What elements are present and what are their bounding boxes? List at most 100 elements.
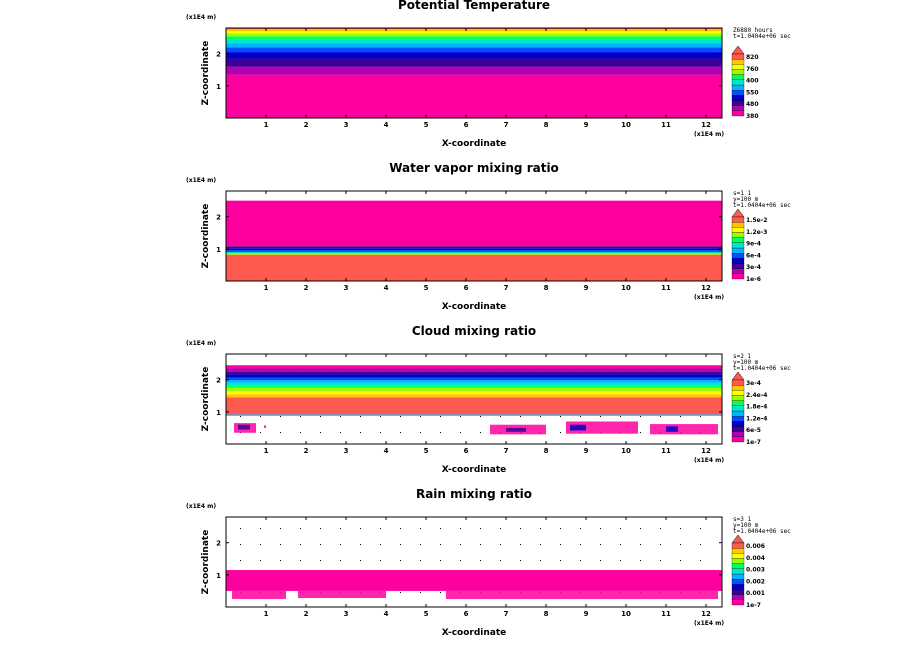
colorbar-segment bbox=[731, 232, 745, 238]
data-layer-12 bbox=[226, 368, 722, 372]
colorbar-segment bbox=[731, 426, 745, 432]
data-layer-4 bbox=[226, 390, 722, 395]
run-meta-line: s=2 1 bbox=[733, 353, 751, 360]
colorbar-label: 6e-5 bbox=[746, 427, 761, 434]
colorbar-segment bbox=[731, 568, 745, 575]
x-tick-label: 1 bbox=[264, 610, 269, 618]
colorbar-segment bbox=[731, 95, 745, 101]
data-layer-2 bbox=[226, 253, 722, 255]
x-tick-label: 11 bbox=[661, 610, 671, 618]
x-tick-label: 10 bbox=[621, 447, 631, 455]
x-tick-label: 12 bbox=[701, 284, 711, 292]
colorbar-segment bbox=[731, 53, 745, 60]
colorbar-label: 1.2e-3 bbox=[746, 229, 767, 236]
chart-title: Cloud mixing ratio bbox=[412, 324, 536, 338]
x-tick-label: 4 bbox=[384, 121, 389, 129]
colorbar-overflow-arrow bbox=[731, 208, 745, 218]
x-tick-label: 11 bbox=[661, 284, 671, 292]
y-tick-label: 1 bbox=[216, 246, 221, 254]
colorbar-segment bbox=[731, 268, 745, 274]
data-layer-5 bbox=[226, 47, 722, 53]
colorbar-label: 380 bbox=[746, 113, 759, 120]
data-layer-7 bbox=[226, 39, 722, 44]
colorbar-segment bbox=[731, 64, 745, 70]
chart-panel-2: Water vapor mixing ratio(x1E4 m)1 2 3 4 5 6 7 8… bbox=[186, 161, 791, 312]
colorbar-overflow-arrow bbox=[731, 534, 745, 544]
data-patch-2 bbox=[238, 424, 250, 430]
x-units-label: (x1E4 m) bbox=[694, 620, 724, 627]
chart-panel-4: Rain mixing ratio(x1E4 m)1 2 3 4 5 6 7 8 9 10 11 12… bbox=[186, 487, 791, 638]
colorbar-segment bbox=[731, 242, 745, 249]
x-tick-label: 2 bbox=[304, 121, 309, 129]
x-tick-label: 5 bbox=[424, 447, 429, 455]
y-tick-label: 1 bbox=[216, 572, 221, 580]
x-tick-label: 5 bbox=[424, 284, 429, 292]
x-tick-label: 3 bbox=[344, 121, 349, 129]
data-layer-6 bbox=[226, 43, 722, 48]
x-tick-label: 6 bbox=[464, 447, 469, 455]
x-axis-label: X-coordinate bbox=[442, 465, 507, 475]
colorbar-label: 1e-7 bbox=[746, 439, 761, 446]
colorbar-segment bbox=[731, 410, 745, 417]
x-tick-label: 8 bbox=[544, 447, 549, 455]
y-axis-label: Z-coordinate bbox=[201, 530, 211, 595]
colorbar-segment bbox=[731, 436, 745, 443]
data-layer-8 bbox=[226, 380, 722, 383]
chart-panel-3: Cloud mixing ratio(x1E4 m)1 2 3 4 5 6 7 8 9 10 11 1… bbox=[186, 324, 791, 475]
colorbar-segment bbox=[731, 237, 745, 243]
x-tick-label: 7 bbox=[504, 610, 509, 618]
colorbar-segment bbox=[731, 542, 745, 549]
colorbar-overflow-arrow bbox=[731, 45, 745, 55]
data-layer-12 bbox=[226, 28, 722, 30]
y-tick-label: 2 bbox=[216, 540, 221, 548]
x-tick-label: 9 bbox=[584, 284, 589, 292]
data-patch-5 bbox=[506, 427, 526, 432]
colorbar-segment bbox=[731, 599, 745, 606]
z-units-label: (x1E4 m) bbox=[186, 177, 216, 184]
colorbar-segment bbox=[731, 222, 745, 228]
x-tick-label: 9 bbox=[584, 447, 589, 455]
chart-panel-1: Potential Temperature(x1E4 m)1 2 3 4 5 6 7 8 9 10… bbox=[186, 0, 791, 149]
x-tick-label: 3 bbox=[344, 284, 349, 292]
data-patch-1 bbox=[232, 590, 286, 599]
colorbar-label: 820 bbox=[746, 54, 759, 61]
x-tick-label: 1 bbox=[264, 121, 269, 129]
data-layer-11 bbox=[226, 371, 722, 375]
x-tick-label: 10 bbox=[621, 284, 631, 292]
colorbar-label: 3e-4 bbox=[746, 380, 761, 387]
data-layer-13 bbox=[226, 365, 722, 369]
colorbar-segment bbox=[731, 573, 745, 580]
colorbar-segment bbox=[731, 553, 745, 559]
run-meta-line: y=100 m bbox=[733, 522, 759, 529]
colorbar-segment bbox=[731, 90, 745, 96]
y-axis-label: Z-coordinate bbox=[201, 367, 211, 432]
x-tick-label: 9 bbox=[584, 610, 589, 618]
y-tick-label: 2 bbox=[216, 214, 221, 222]
x-tick-label: 6 bbox=[464, 121, 469, 129]
chart-title: Rain mixing ratio bbox=[416, 487, 532, 501]
colorbar-label: 550 bbox=[746, 89, 759, 96]
data-layer-1 bbox=[226, 254, 722, 281]
x-tick-label: 4 bbox=[384, 284, 389, 292]
y-tick-label: 1 bbox=[216, 83, 221, 91]
x-units-label: (x1E4 m) bbox=[694, 131, 724, 138]
run-meta-line: y=100 m bbox=[733, 196, 759, 203]
plot-frame bbox=[225, 516, 723, 608]
colorbar-segment bbox=[731, 563, 745, 569]
x-tick-label: 7 bbox=[504, 447, 509, 455]
x-tick-label: 5 bbox=[424, 610, 429, 618]
chart-title: Potential Temperature bbox=[398, 0, 550, 12]
data-layer-7 bbox=[226, 382, 722, 386]
colorbar-label: 400 bbox=[746, 78, 759, 85]
colorbar-segment bbox=[731, 584, 745, 590]
colorbar-label: 0.002 bbox=[746, 578, 765, 585]
colorbar-label: 2.4e-4 bbox=[746, 392, 767, 399]
x-tick-label: 1 bbox=[264, 284, 269, 292]
colorbar-segment bbox=[731, 385, 745, 391]
data-patch-9 bbox=[666, 426, 678, 432]
run-meta-line: s=1 1 bbox=[733, 190, 751, 197]
colorbar-segment bbox=[731, 273, 745, 280]
colorbar-segment bbox=[731, 395, 745, 401]
colorbar-segment bbox=[731, 579, 745, 585]
